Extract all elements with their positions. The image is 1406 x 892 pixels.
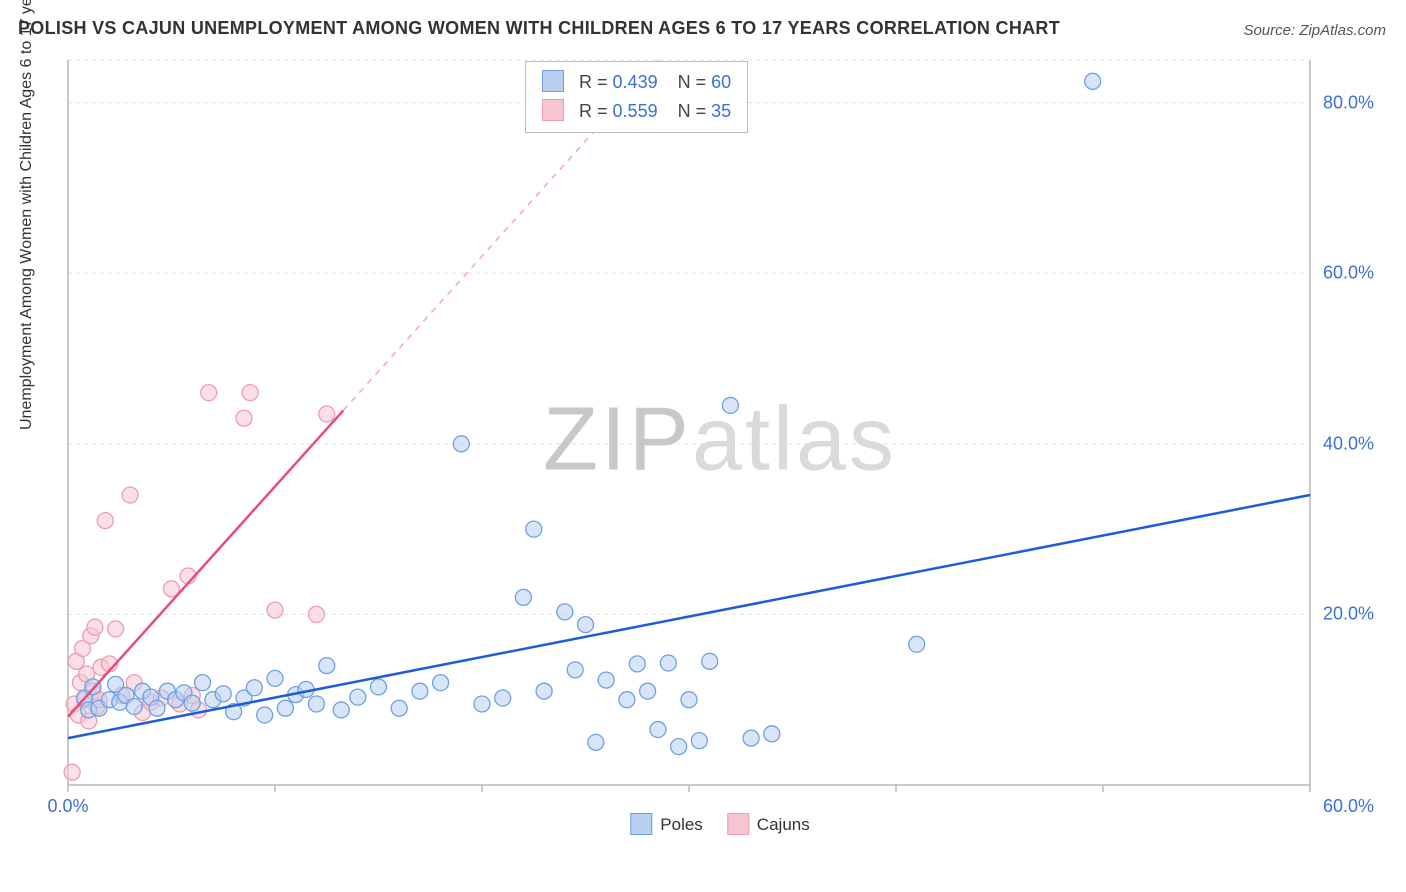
correlation-row-poles: R = 0.439 N = 60: [542, 68, 731, 97]
n-label: N =: [678, 72, 707, 92]
source-attribution: Source: ZipAtlas.com: [1243, 22, 1386, 39]
n-label: N =: [678, 101, 707, 121]
x-tick-label: 60.0%: [1323, 796, 1374, 817]
y-axis-label: Unemployment Among Women with Children A…: [18, 0, 36, 430]
swatch-poles: [542, 70, 564, 92]
chart-title: POLISH VS CAJUN UNEMPLOYMENT AMONG WOMEN…: [18, 18, 1060, 39]
scatter-plot: ZIPatlas R = 0.439 N = 60 R = 0.559 N = …: [60, 55, 1380, 835]
legend-item-poles: Poles: [630, 813, 703, 835]
y-tick-label: 60.0%: [1323, 263, 1374, 284]
legend-label: Cajuns: [757, 815, 810, 834]
r-value: 0.559: [613, 101, 658, 121]
swatch-cajuns: [542, 99, 564, 121]
y-tick-label: 80.0%: [1323, 92, 1374, 113]
legend-item-cajuns: Cajuns: [727, 813, 810, 835]
x-tick-label: 0.0%: [47, 796, 88, 817]
y-tick-label: 40.0%: [1323, 433, 1374, 454]
swatch-cajuns: [727, 813, 749, 835]
r-value: 0.439: [613, 72, 658, 92]
r-label: R =: [579, 101, 608, 121]
n-value: 35: [711, 101, 731, 121]
correlation-legend: R = 0.439 N = 60 R = 0.559 N = 35: [525, 61, 748, 133]
swatch-poles: [630, 813, 652, 835]
y-tick-label: 20.0%: [1323, 604, 1374, 625]
correlation-row-cajuns: R = 0.559 N = 35: [542, 97, 731, 126]
series-legend: Poles Cajuns: [630, 813, 809, 835]
legend-label: Poles: [660, 815, 703, 834]
r-label: R =: [579, 72, 608, 92]
n-value: 60: [711, 72, 731, 92]
chart-svg: [60, 55, 1380, 835]
